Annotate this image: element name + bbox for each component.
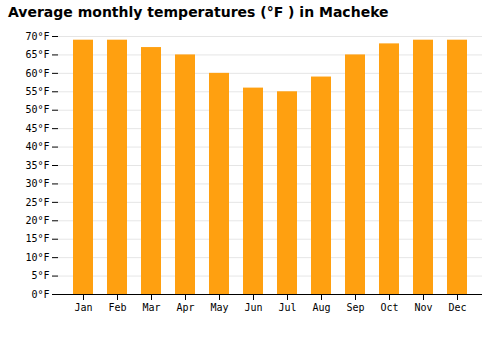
svg-text:10°F: 10°F: [25, 252, 49, 263]
svg-text:Aug: Aug: [312, 302, 330, 313]
svg-text:Nov: Nov: [414, 302, 432, 313]
svg-text:Apr: Apr: [176, 302, 194, 313]
svg-text:Oct: Oct: [380, 302, 398, 313]
svg-text:May: May: [210, 302, 228, 313]
svg-text:25°F: 25°F: [25, 197, 49, 208]
svg-text:35°F: 35°F: [25, 160, 49, 171]
svg-text:Mar: Mar: [142, 302, 160, 313]
svg-text:20°F: 20°F: [25, 215, 49, 226]
svg-text:55°F: 55°F: [25, 86, 49, 97]
svg-text:Feb: Feb: [108, 302, 126, 313]
svg-text:Jun: Jun: [244, 302, 262, 313]
svg-text:Jul: Jul: [278, 302, 296, 313]
svg-text:70°F: 70°F: [25, 31, 49, 42]
svg-text:40°F: 40°F: [25, 141, 49, 152]
svg-text:Sep: Sep: [346, 302, 364, 313]
svg-text:30°F: 30°F: [25, 178, 49, 189]
html-text:Average monthly temperatures (: Average monthly temperatures (°F ) in Ma…: [8, 4, 389, 20]
svg-text:50°F: 50°F: [25, 104, 49, 115]
svg-text:45°F: 45°F: [25, 123, 49, 134]
svg-text:Jan: Jan: [74, 302, 92, 313]
svg-text:Dec: Dec: [448, 302, 466, 313]
svg-text:60°F: 60°F: [25, 68, 49, 79]
svg-text:0°F: 0°F: [31, 289, 49, 300]
svg-text:65°F: 65°F: [25, 49, 49, 60]
svg-text:15°F: 15°F: [25, 233, 49, 244]
svg-text:5°F: 5°F: [31, 270, 49, 281]
